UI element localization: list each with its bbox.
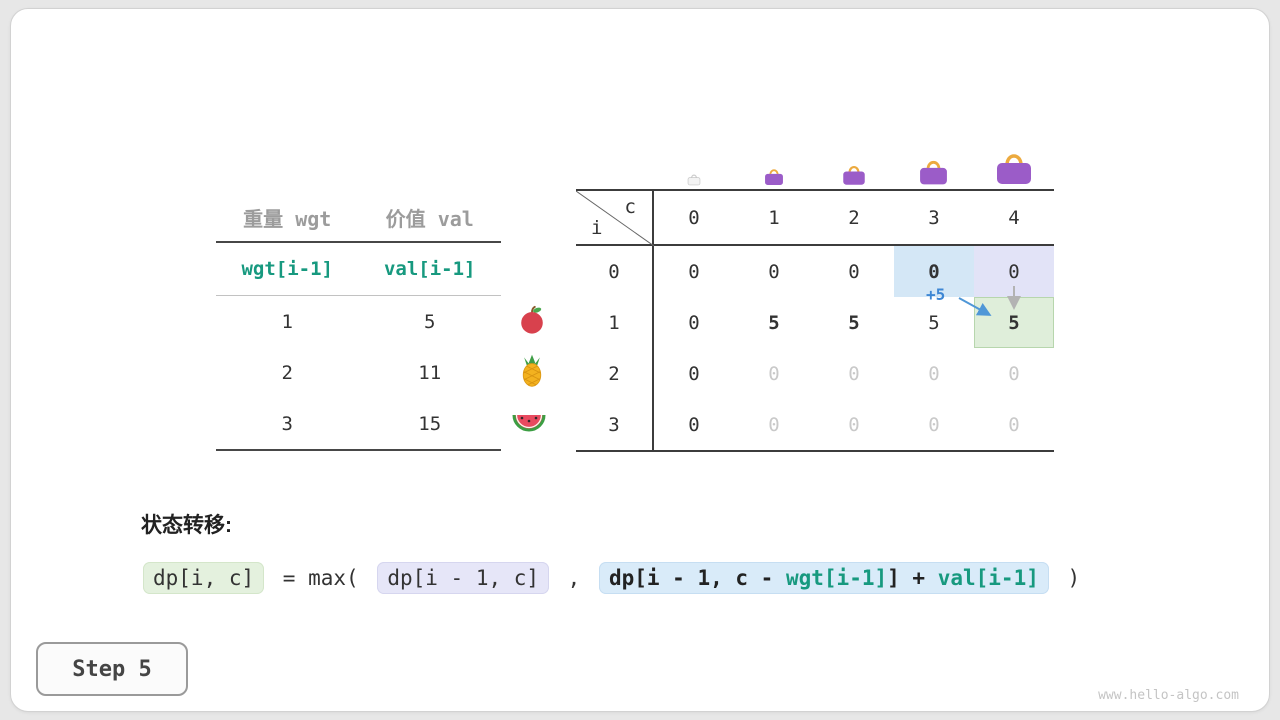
transition-formula: dp[i, c] = max( dp[i - 1, c] , dp[i - 1,… (141, 562, 1084, 594)
val-var-label: val[i-1] (383, 258, 476, 280)
weights-table: 重量 wgt 价值 val wgt[i-1] val[i-1] 1 5 2 11… (216, 193, 501, 451)
weights-col-header-val: 价值 val (385, 206, 474, 231)
handbag-icon (993, 148, 1035, 186)
dp-col-header: 2 (814, 191, 894, 246)
figure-card: 重量 wgt 价值 val wgt[i-1] val[i-1] 1 5 2 11… (10, 8, 1270, 712)
dp-cell-i2-c2: 0 (848, 362, 860, 385)
dp-cell-i1-c3: 5 (928, 311, 940, 334)
divider (216, 295, 501, 296)
handbag-icon (917, 156, 950, 186)
dp-cell-i0-c0: 0 (688, 260, 700, 283)
transition-label: 状态转移: (141, 514, 232, 537)
formula-option2-chip: dp[i - 1, c - wgt[i-1]] + val[i-1] (598, 562, 1049, 594)
dp-cell-i2-c3: 0 (928, 362, 940, 385)
formula-close-paren: ) (1054, 566, 1081, 590)
formula-option2-mid: ] + (887, 566, 938, 590)
handbag-icon (763, 166, 785, 186)
dp-cell-i3-c0: 0 (688, 413, 700, 436)
dp-cell-i2-c4: 0 (1008, 362, 1020, 385)
val-value: 11 (418, 361, 442, 384)
divider (216, 449, 501, 451)
dp-col-header: 4 (974, 191, 1054, 246)
dp-row-header: 3 (576, 399, 654, 450)
diagonal-divider-icon (576, 191, 654, 246)
weights-row-3: 3 15 (216, 398, 501, 449)
formula-eq-max: = max( (270, 566, 372, 590)
wgt-value: 1 (281, 310, 293, 333)
wgt-value: 2 (281, 361, 293, 384)
dp-col-header: 0 (654, 191, 734, 246)
formula-wgt-term: wgt[i-1] (785, 566, 888, 590)
dp-cell-i2-c0: 0 (688, 362, 700, 385)
dp-cell-i0-c4-source: 0 (974, 246, 1054, 297)
weights-row-1: 1 5 (216, 296, 501, 347)
dp-corner-cell: c i (576, 191, 654, 246)
dp-cell-i1-c0: 0 (688, 311, 700, 334)
dp-cell-i0-c1: 0 (768, 260, 780, 283)
apple-icon (517, 305, 547, 335)
handbag-icon-empty (687, 172, 701, 186)
pineapple-icon (518, 353, 546, 388)
divider (216, 241, 501, 243)
dp-cell-i3-c4: 0 (1008, 413, 1020, 436)
formula-val-term: val[i-1] (937, 566, 1039, 590)
dp-row-header: 1 (576, 297, 654, 348)
weights-var-row: wgt[i-1] val[i-1] (216, 243, 501, 295)
weights-header-row: 重量 wgt 价值 val (216, 193, 501, 241)
dp-table: c i 0 1 2 3 4 0 0 0 0 0 0 1 0 5 5 5 5 2 … (576, 189, 1054, 452)
formula-comma: , (555, 566, 593, 590)
dp-cell-i3-c2: 0 (848, 413, 860, 436)
row-variable-label: i (591, 217, 603, 239)
formula-option1-chip: dp[i - 1, c] (377, 562, 550, 594)
dp-cell-i1-c2: 5 (848, 311, 860, 334)
watermelon-icon (511, 411, 547, 435)
dp-cell-i1-c4-current: 5 (974, 297, 1054, 348)
dp-cell-i3-c3: 0 (928, 413, 940, 436)
wgt-value: 3 (281, 412, 293, 435)
wgt-var-label: wgt[i-1] (241, 258, 333, 280)
handbag-icon (841, 162, 867, 186)
plus-value-annotation: +5 (926, 285, 946, 304)
val-value: 15 (418, 412, 442, 435)
dp-cell-i0-c3-source: 0 (894, 246, 974, 297)
formula-option2-prefix: dp[i - 1, c - (608, 566, 786, 590)
formula-lhs-chip: dp[i, c] (143, 562, 265, 594)
weights-row-2: 2 11 (216, 347, 501, 398)
step-badge: Step 5 (36, 642, 188, 696)
dp-cell-i0-c2: 0 (848, 260, 860, 283)
val-value: 5 (424, 310, 436, 333)
dp-cell-i1-c1: 5 (768, 311, 780, 334)
dp-col-header: 1 (734, 191, 814, 246)
dp-row-header: 0 (576, 246, 654, 297)
dp-col-header: 3 (894, 191, 974, 246)
weights-col-header-wgt: 重量 wgt (243, 206, 332, 231)
site-watermark: www.hello-algo.com (1098, 688, 1239, 703)
dp-cell-i3-c1: 0 (768, 413, 780, 436)
col-variable-label: c (624, 196, 636, 218)
dp-row-header: 2 (576, 348, 654, 399)
dp-cell-i2-c1: 0 (768, 362, 780, 385)
